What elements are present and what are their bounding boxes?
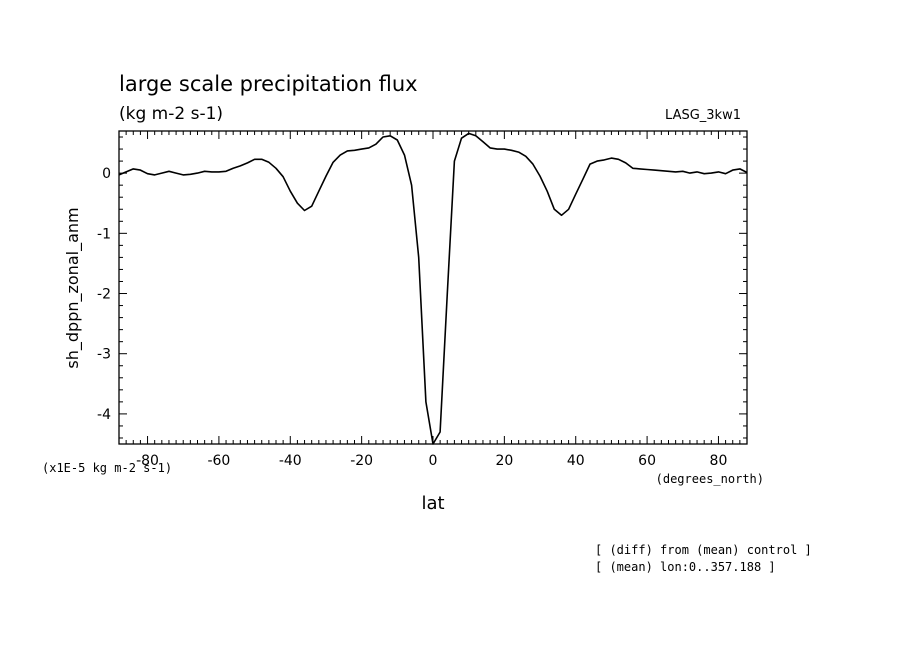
x-tick-label: -80 (136, 453, 159, 469)
axis-ticks (118, 131, 748, 444)
x-tick-label: 20 (495, 453, 513, 469)
y-tick-label: -2 (97, 287, 111, 303)
x-tick-label: -60 (207, 453, 230, 469)
experiment-label: LASG_3kw1 (665, 108, 741, 123)
x-axis-label: lat (421, 493, 444, 514)
chart-subtitle: (kg m-2 s-1) (119, 104, 223, 124)
x-tick-labels: -80 -60 -40 -20 0 20 40 60 80 (136, 453, 727, 469)
chart-title: large scale precipitation flux (119, 72, 418, 96)
y-tick-label: -3 (97, 347, 111, 363)
x-tick-label: -40 (279, 453, 302, 469)
y-axis-label: sh_dppn_zonal_anm (63, 207, 83, 368)
plot-frame (118, 130, 748, 445)
x-tick-label: 0 (429, 453, 438, 469)
y-tick-label: -1 (97, 226, 111, 242)
x-tick-label: -20 (350, 453, 373, 469)
x-tick-label: 40 (567, 453, 585, 469)
y-tick-label: 0 (102, 166, 111, 182)
x-units-label: (degrees_north) (656, 472, 764, 486)
x-tick-label: 80 (710, 453, 728, 469)
x-tick-label: 60 (638, 453, 656, 469)
y-scale-note: (x1E-5 kg m-2 s-1) (42, 461, 172, 475)
note-diff-from-control: [ (diff) from (mean) control ] (595, 543, 812, 557)
note-mean-lon: [ (mean) lon:0..357.188 ] (595, 560, 776, 574)
series-line (118, 132, 748, 445)
y-tick-label: -4 (97, 407, 111, 423)
y-tick-labels: 0 -1 -2 -3 -4 (97, 166, 111, 423)
